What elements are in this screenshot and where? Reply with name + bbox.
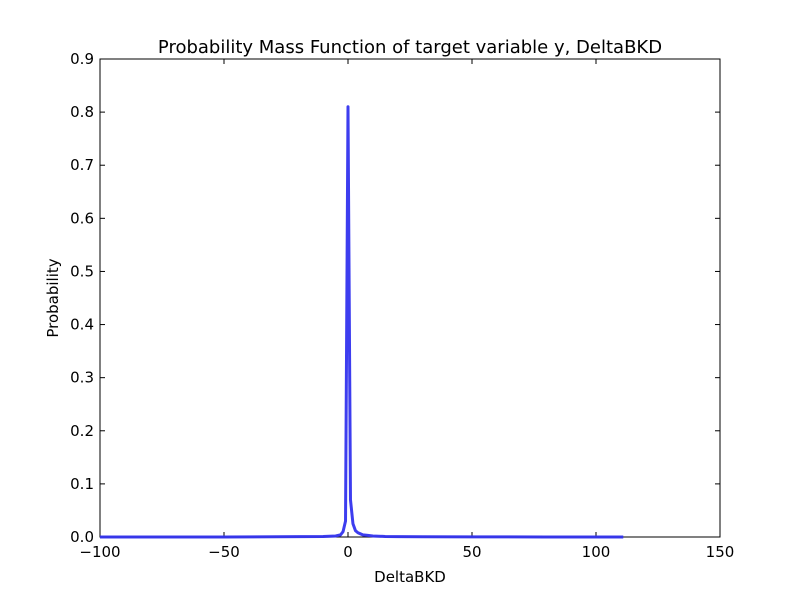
x-tick-label: −100 xyxy=(79,543,120,561)
y-tick-label: 0.8 xyxy=(70,103,94,121)
series-line-0 xyxy=(100,105,624,539)
y-tick-label: 0.6 xyxy=(70,209,94,227)
x-axis-label: DeltaBKD xyxy=(374,568,446,586)
x-tick-label: 100 xyxy=(582,543,611,561)
axis-ticks: −100 −50 0 50 100 150 0.0 0.1 0.2 0.3 0.4 0.5 0.6 0.7… xyxy=(70,50,734,561)
x-tick-label: 0 xyxy=(343,543,353,561)
x-tick-label: 150 xyxy=(706,543,735,561)
x-tick-label: −50 xyxy=(208,543,240,561)
chart-title: Probability Mass Function of target vari… xyxy=(158,37,662,58)
y-tick-label: 0.9 xyxy=(70,50,94,68)
y-tick-label: 0.5 xyxy=(70,262,94,280)
x-tick-label: 50 xyxy=(462,543,481,561)
y-tick-label: 0.4 xyxy=(70,316,94,334)
y-tick-label: 0.3 xyxy=(70,369,94,387)
plot-frame xyxy=(99,58,721,538)
y-tick-label: 0.7 xyxy=(70,156,94,174)
y-tick-label: 0.2 xyxy=(70,422,94,440)
series-layer xyxy=(100,105,624,539)
y-tick-label: 0.1 xyxy=(70,475,94,493)
y-axis-label: Probability xyxy=(44,258,62,337)
y-tick-label: 0.0 xyxy=(70,528,94,546)
